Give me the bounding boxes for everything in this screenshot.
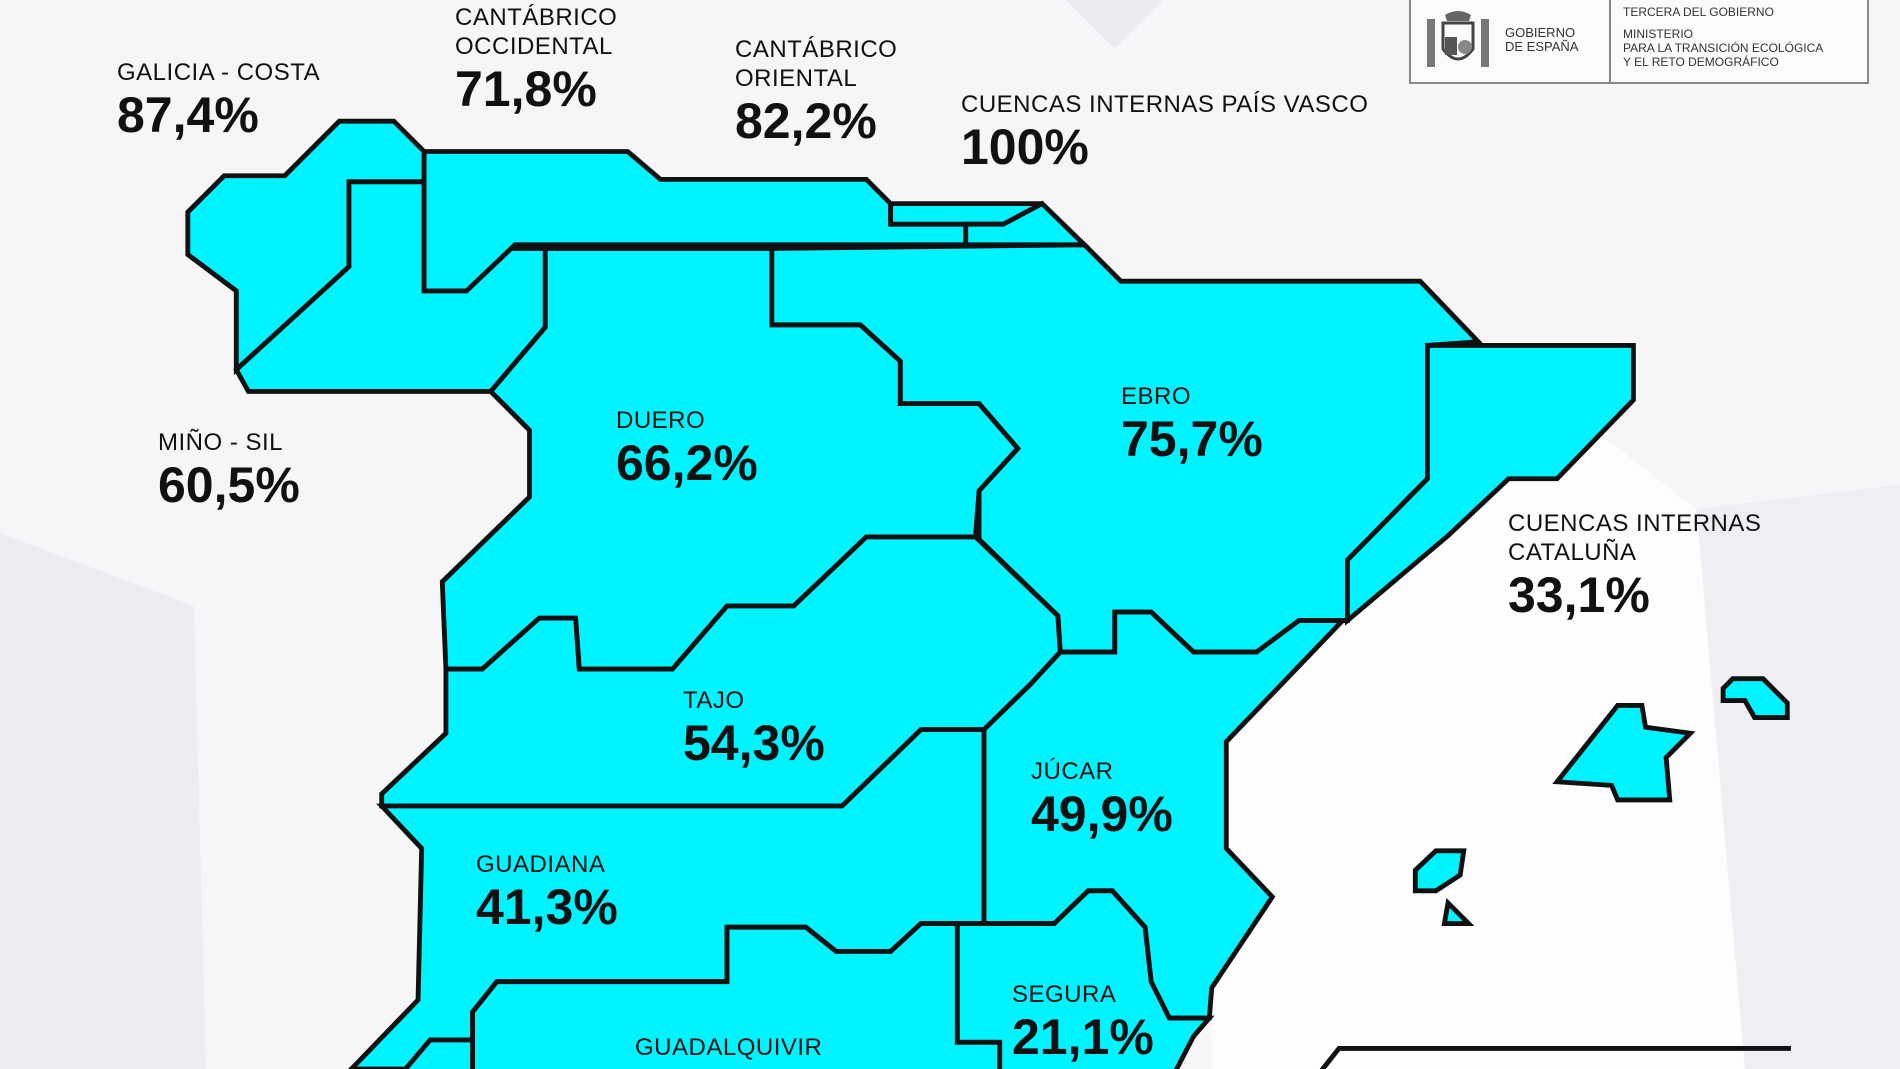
label-cataluna: CUENCAS INTERNAS CATALUÑA 33,1% [1508,510,1762,623]
ministerio-line-3: Y EL RETO DEMOGRÁFICO [1623,55,1779,69]
label-ebro: EBRO 75,7% [1121,383,1263,467]
inset-border [1319,1045,1791,1069]
label-segura: SEGURA 21,1% [1012,981,1154,1065]
island-formentera[interactable] [1441,897,1475,926]
region-guadalquivir[interactable] [470,921,1003,1069]
bg-shape [1066,0,1164,49]
label-galicia-costa: GALICIA - COSTA 87,4% [117,59,321,143]
island-ibiza[interactable] [1412,848,1467,894]
label-jucar: JÚCAR 49,9% [1031,758,1173,842]
label-cantabrico-occidental: CANTÁBRICO OCCIDENTAL 71,8% [455,4,618,117]
label-guadiana: GUADIANA 41,3% [476,851,618,935]
island-menorca[interactable] [1720,676,1790,720]
island-mallorca[interactable] [1552,702,1696,803]
label-mino-sil: MIÑO - SIL 60,5% [158,429,300,513]
label-duero: DUERO 66,2% [616,407,758,491]
label-cantabrico-oriental: CANTÁBRICO ORIENTAL 82,2% [735,36,898,149]
region-cuencas-internas-pais-vasco[interactable] [963,200,1091,248]
label-pais-vasco: CUENCAS INTERNAS PAÍS VASCO 100% [961,91,1369,175]
vicepresidencia-text: TERCERA DEL GOBIERNO [1623,5,1774,19]
region-cuencas-internas-cataluna[interactable] [1345,343,1636,626]
government-logo: GOBIERNO DE ESPAÑA TERCERA DEL GOBIERNO … [1409,0,1869,84]
label-guadalquivir: GUADALQUIVIR [635,1034,823,1061]
bg-shape [1696,484,1900,1069]
region-tinto-odiel-piedras[interactable] [402,1037,475,1069]
bg-shape [0,533,206,1069]
gobierno-text: GOBIERNO DE ESPAÑA [1505,25,1579,54]
label-tajo: TAJO 54,3% [683,687,825,771]
ministerio-line-2: PARA LA TRANSICIÓN ECOLÓGICA [1623,41,1824,55]
spain-coat-of-arms-icon [1427,11,1489,67]
ministerio-line-1: MINISTERIO [1623,27,1694,41]
